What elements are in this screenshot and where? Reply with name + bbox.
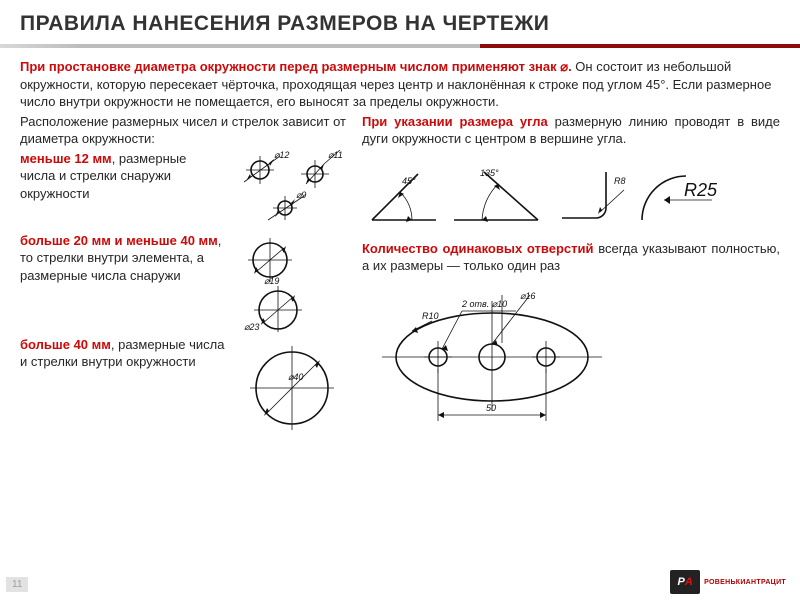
intro-paragraph: При простановке диаметра окружности пере…	[20, 58, 780, 111]
right-column: При указании размера угла размерную лини…	[362, 113, 780, 440]
rule-2-label: больше 20 мм и меньше 40 мм	[20, 233, 218, 248]
diagram-angles: 45° 135°	[362, 154, 542, 230]
label-d9: ⌀9	[296, 190, 306, 200]
label-a135: 135°	[480, 168, 499, 178]
diagram-large-circle: ⌀40	[240, 336, 350, 436]
logo-initial-p: Р	[677, 576, 684, 588]
holes-paragraph: Количество одинаковых отверстий всегда у…	[362, 240, 780, 275]
page-number: 11	[6, 577, 28, 592]
angle-lead: При указании размера угла	[362, 114, 548, 129]
label-d19: ⌀19	[264, 276, 279, 286]
intro-line2: Расположение размерных чисел и стрелок з…	[20, 113, 350, 148]
left-column: Расположение размерных чисел и стрелок з…	[20, 113, 350, 440]
rule-1: меньше 12 мм, размерные числа и стрелки …	[20, 150, 224, 203]
logo-badge: РА	[670, 570, 700, 594]
label-d11: ⌀11	[328, 150, 343, 160]
columns: Расположение размерных чисел и стрелок з…	[20, 113, 780, 440]
diagram-radius: R8 R25	[552, 154, 752, 230]
logo-initial-a: А	[685, 576, 693, 588]
angle-paragraph: При указании размера угла размерную лини…	[362, 113, 780, 148]
rule-3-label: больше 40 мм	[20, 337, 111, 352]
label-d16: ⌀16	[520, 291, 535, 301]
label-d12: ⌀12	[274, 150, 289, 160]
label-r25: R25	[684, 180, 718, 200]
label-len50: 50	[486, 403, 496, 413]
header: ПРАВИЛА НАНЕСЕНИЯ РАЗМЕРОВ НА ЧЕРТЕЖИ	[0, 0, 800, 44]
rule-2: больше 20 мм и меньше 40 мм, то стрелки …	[20, 232, 224, 285]
rule-3-row: больше 40 мм, размерные числа и стрелки …	[20, 336, 350, 436]
diagram-small-circles: ⌀12 ⌀11	[230, 150, 350, 228]
rule-1-row: меньше 12 мм, размерные числа и стрелки …	[20, 150, 350, 228]
page-title: ПРАВИЛА НАНЕСЕНИЯ РАЗМЕРОВ НА ЧЕРТЕЖИ	[20, 12, 780, 36]
label-holes-note: 2 отв. ⌀10	[461, 299, 507, 309]
slide-page: ПРАВИЛА НАНЕСЕНИЯ РАЗМЕРОВ НА ЧЕРТЕЖИ Пр…	[0, 0, 800, 600]
label-r8: R8	[614, 176, 626, 186]
intro-lead: При простановке диаметра окружности пере…	[20, 59, 572, 74]
rule-3: больше 40 мм, размерные числа и стрелки …	[20, 336, 234, 371]
rule-2-row: больше 20 мм и меньше 40 мм, то стрелки …	[20, 232, 350, 332]
label-r10: R10	[422, 311, 439, 321]
label-d23: ⌀23	[244, 322, 259, 332]
rule-1-label: меньше 12 мм	[20, 151, 112, 166]
label-d40: ⌀40	[288, 372, 303, 382]
logo-company: РОВЕНЬКИАНТРАЦИТ	[704, 579, 786, 586]
diagram-medium-circles: ⌀19 ⌀23	[230, 232, 350, 332]
angle-diagrams: 45° 135° R8	[362, 154, 780, 230]
label-a45: 45°	[402, 176, 416, 186]
diagram-plate-holes: 2 отв. ⌀10 ⌀16 R10	[362, 281, 642, 431]
logo: РА РОВЕНЬКИАНТРАЦИТ	[670, 570, 786, 594]
body: При простановке диаметра окружности пере…	[0, 48, 800, 440]
holes-lead: Количество одинаковых отверстий	[362, 241, 593, 256]
